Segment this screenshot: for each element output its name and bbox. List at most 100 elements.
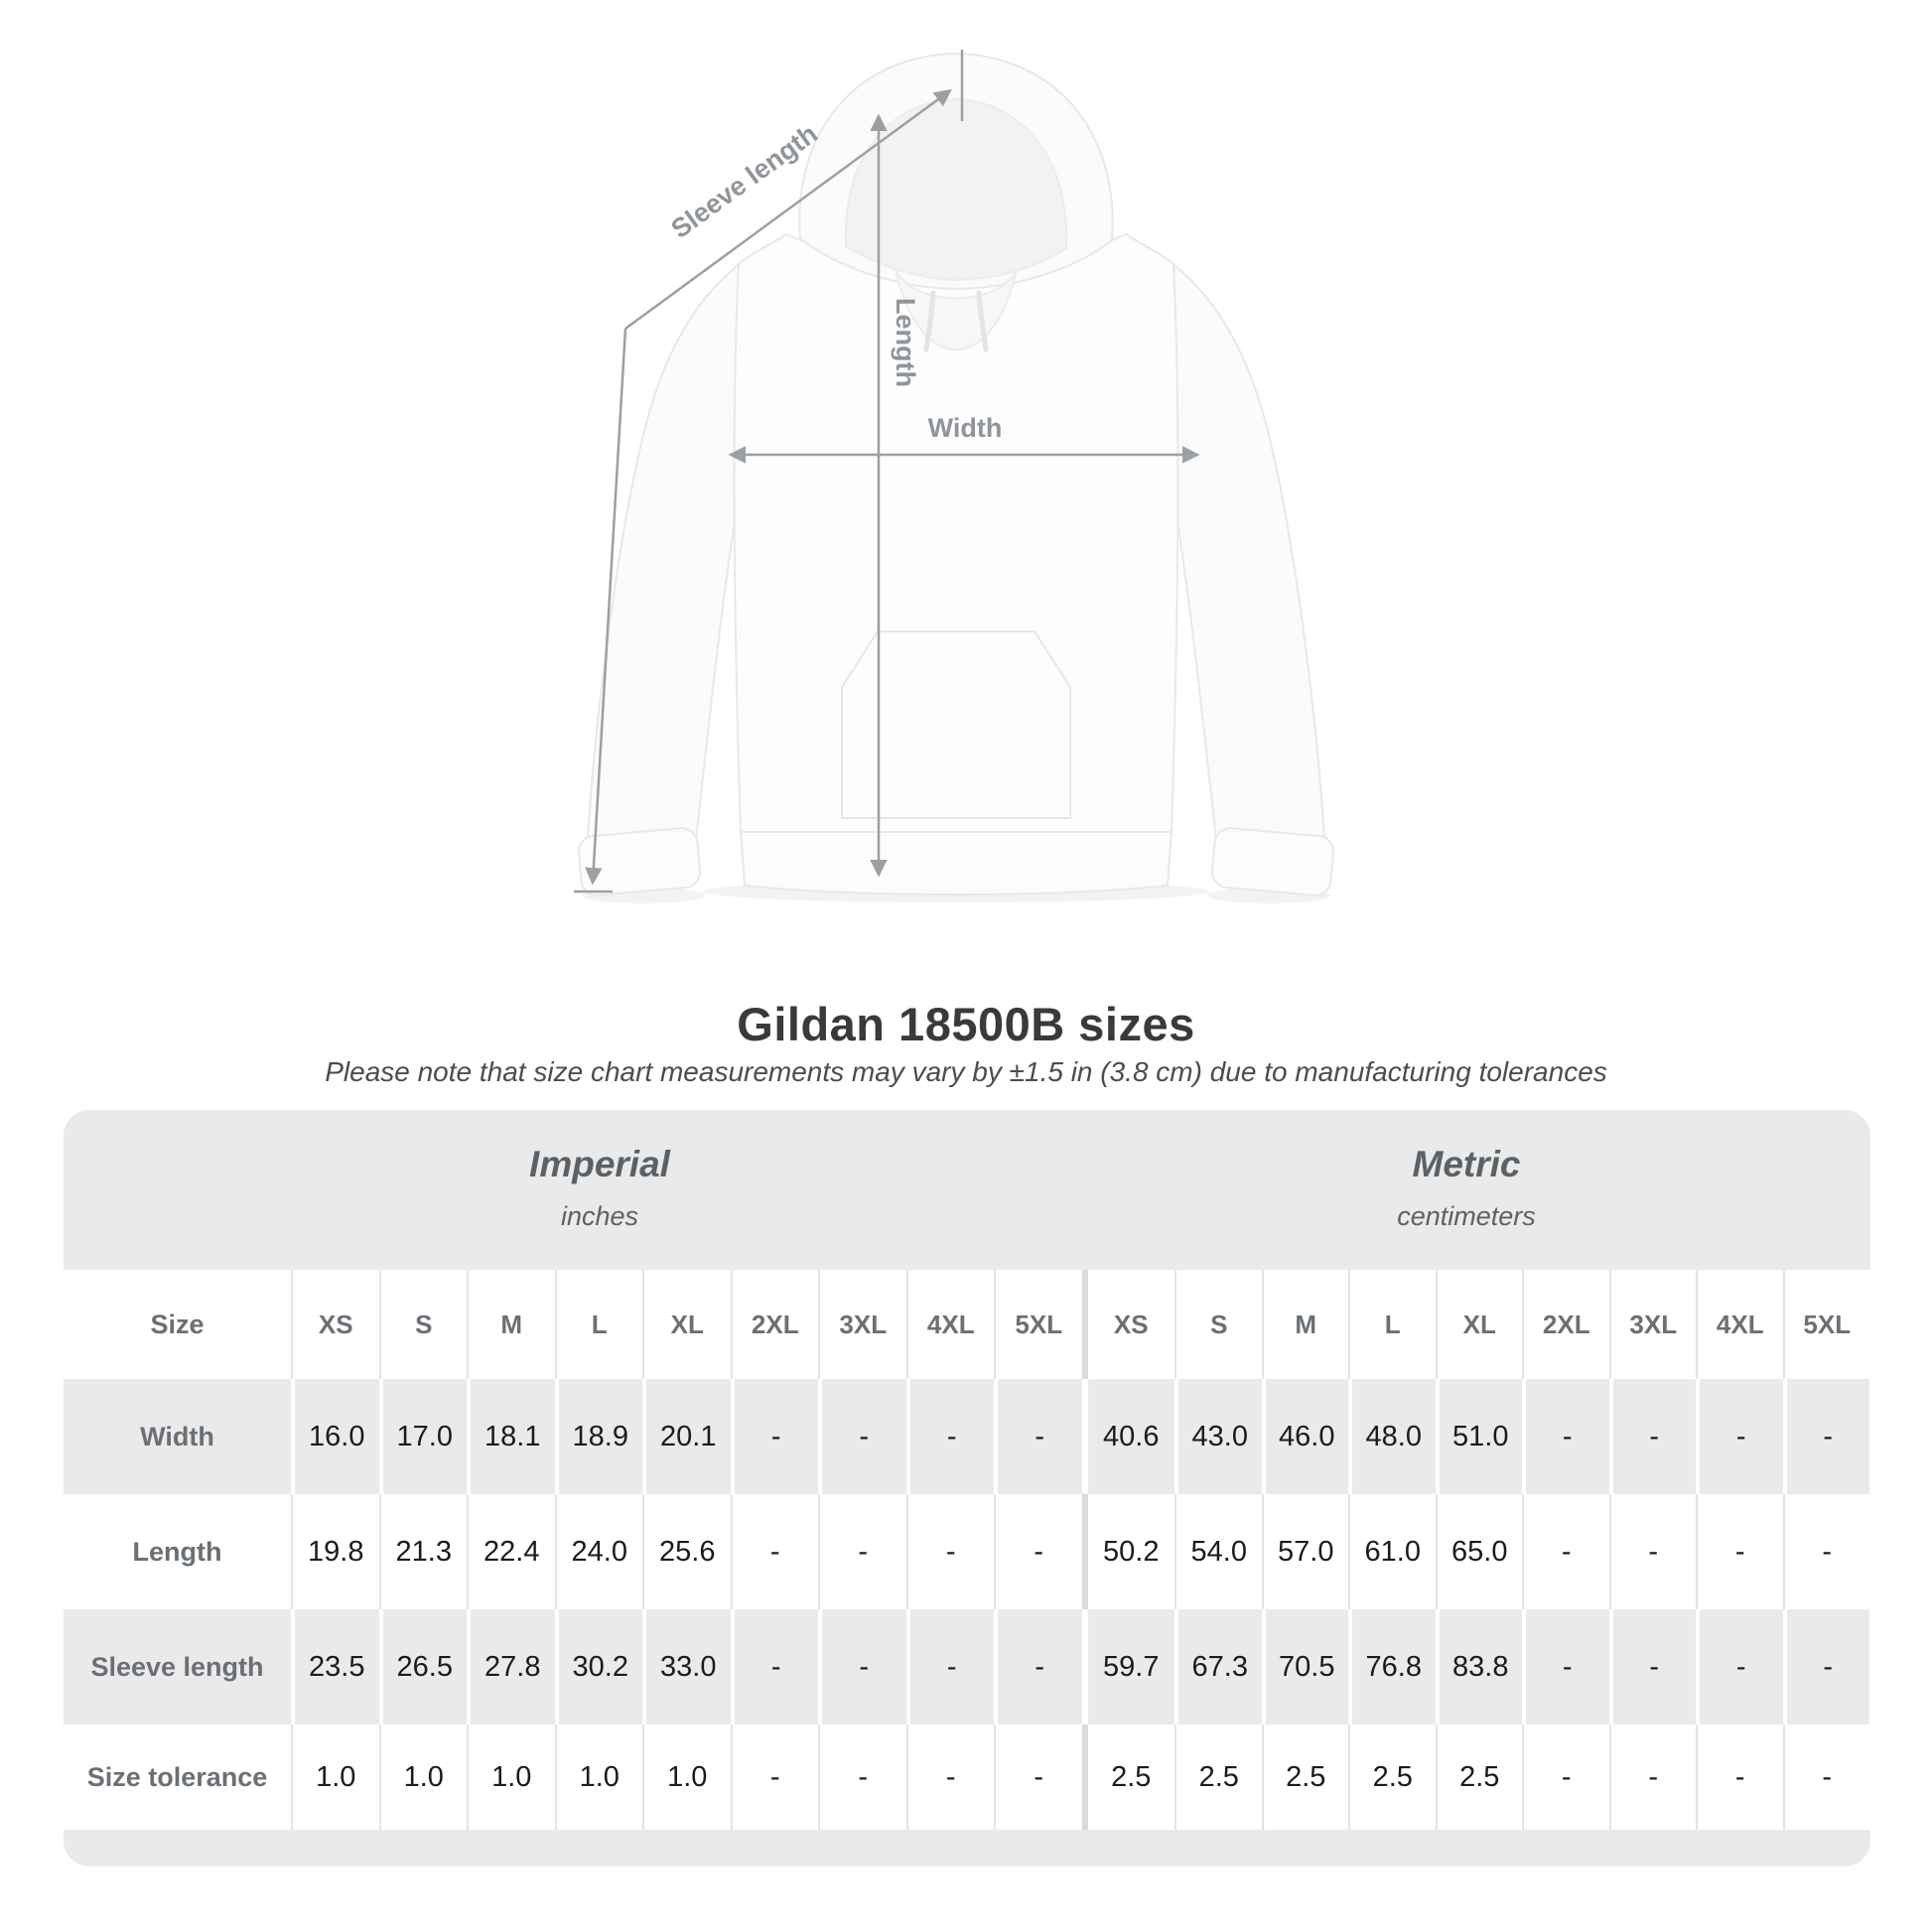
value-cell: - [1696,1609,1783,1725]
row-label: Width [64,1379,291,1494]
page-title: Gildan 18500B sizes [737,998,1195,1050]
size-table: Imperial inches Metric centimeters Size X… [64,1110,1870,1866]
hoodie-artwork [577,52,1335,897]
value-cell: - [905,1725,994,1830]
value-cell: 19.8 [291,1494,379,1609]
value-cell: 1.0 [642,1725,731,1830]
size-col-header: 5XL [994,1270,1082,1379]
size-table-grid: Size XS S M L XL 2XL 3XL 4XL 5XL XS S M L XL 2XL 3XL 4XL 5… [64,1270,1870,1830]
value-cell: 83.8 [1435,1609,1522,1725]
value-cell: 16.0 [291,1379,379,1494]
value-cell: 2.5 [1261,1725,1348,1830]
value-cell: - [1522,1725,1609,1830]
size-col-header: S [378,1270,467,1379]
value-cell: 61.0 [1348,1494,1436,1609]
imperial-metric-divider [1081,1725,1088,1830]
value-cell: - [730,1494,818,1609]
value-cell: 2.5 [1348,1725,1436,1830]
value-cell: - [818,1379,906,1494]
value-cell: - [1782,1379,1869,1494]
value-cell: 46.0 [1261,1379,1348,1494]
size-col-header: XL [642,1270,731,1379]
value-cell: 54.0 [1174,1494,1262,1609]
value-cell: - [905,1494,994,1609]
value-cell: 23.5 [291,1609,379,1725]
value-cell: - [1696,1725,1783,1830]
value-cell: - [1522,1609,1609,1725]
size-col-header: 5XL [1782,1270,1869,1379]
hoodie-diagram: Sleeve length Length Width [574,50,1335,903]
value-cell: 43.0 [1174,1379,1262,1494]
size-row-label: Size [64,1270,291,1379]
size-col-header: XS [291,1270,379,1379]
value-cell: 76.8 [1348,1609,1436,1725]
value-cell: - [1696,1494,1783,1609]
value-cell: 25.6 [642,1494,731,1609]
value-cell: - [994,1609,1082,1725]
table-footer-strip [64,1830,1870,1866]
value-cell: 2.5 [1174,1725,1262,1830]
value-cell: 51.0 [1435,1379,1522,1494]
value-cell: - [1782,1725,1869,1830]
value-cell: 50.2 [1087,1494,1174,1609]
value-cell: 18.9 [554,1379,642,1494]
width-label: Width [928,413,1003,443]
value-cell: - [994,1494,1082,1609]
size-col-header: L [1348,1270,1436,1379]
value-cell: - [905,1609,994,1725]
value-cell: 30.2 [554,1609,642,1725]
size-col-header: 3XL [818,1270,906,1379]
imperial-metric-divider [1081,1270,1088,1379]
size-col-header: L [554,1270,642,1379]
table-header-band: Imperial inches Metric centimeters [64,1110,1870,1270]
value-cell: 26.5 [378,1609,467,1725]
row-label: Size tolerance [64,1725,291,1830]
value-cell: 24.0 [554,1494,642,1609]
value-cell: 33.0 [642,1609,731,1725]
size-col-header: M [1261,1270,1348,1379]
value-cell: - [1608,1725,1696,1830]
size-col-header: 4XL [1696,1270,1783,1379]
size-col-header: 2XL [730,1270,818,1379]
imperial-metric-divider [1081,1494,1088,1609]
imperial-header-unit: inches [560,1201,639,1231]
size-col-header: S [1174,1270,1262,1379]
imperial-header: Imperial inches [529,1144,670,1232]
value-cell: - [730,1725,818,1830]
value-cell: 2.5 [1435,1725,1522,1830]
value-cell: 48.0 [1348,1379,1436,1494]
value-cell: - [1608,1379,1696,1494]
value-cell: - [1608,1609,1696,1725]
value-cell: 22.4 [467,1494,555,1609]
sleeve-length-arrow-upper [624,88,952,331]
value-cell: - [730,1609,818,1725]
metric-header-name: Metric [1412,1144,1521,1184]
size-col-header: 3XL [1608,1270,1696,1379]
row-label: Length [64,1494,291,1609]
sleeve-length-arrow-lower [585,328,627,886]
size-col-header: 2XL [1522,1270,1609,1379]
size-col-header: XL [1435,1270,1522,1379]
value-cell: 1.0 [291,1725,379,1830]
imperial-metric-divider [1081,1609,1088,1725]
value-cell: 21.3 [378,1494,467,1609]
value-cell: 59.7 [1087,1609,1174,1725]
value-cell: 40.6 [1087,1379,1174,1494]
value-cell: - [730,1379,818,1494]
imperial-metric-divider [1081,1379,1088,1494]
size-col-header: M [467,1270,555,1379]
tolerance-note: Please note that size chart measurements… [325,1056,1607,1087]
value-cell: 70.5 [1261,1609,1348,1725]
value-cell: 1.0 [554,1725,642,1830]
value-cell: - [994,1725,1082,1830]
value-cell: - [1522,1379,1609,1494]
imperial-header-name: Imperial [529,1144,670,1184]
metric-header-unit: centimeters [1397,1201,1536,1231]
value-cell: 65.0 [1435,1494,1522,1609]
value-cell: - [818,1494,906,1609]
value-cell: 1.0 [378,1725,467,1830]
value-cell: - [1608,1494,1696,1609]
value-cell: 67.3 [1174,1609,1262,1725]
value-cell: - [994,1379,1082,1494]
